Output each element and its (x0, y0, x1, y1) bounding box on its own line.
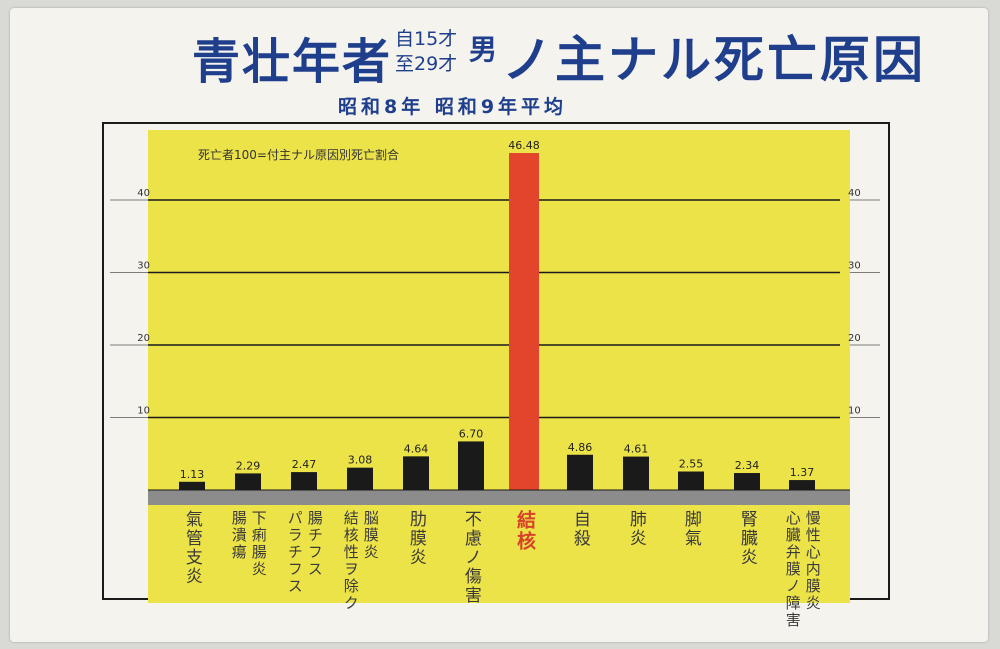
bar (623, 456, 649, 490)
bar-value-label: 2.55 (679, 458, 704, 471)
y-tick-label-right: 30 (848, 261, 861, 272)
y-tick-label-left: 30 (137, 261, 150, 272)
bar (678, 471, 704, 490)
bar (789, 480, 815, 490)
category-label-line2: 慢性心内膜炎 (803, 510, 822, 612)
y-tick-label-right: 10 (848, 406, 861, 417)
bar (347, 467, 373, 490)
age-range-to: 至29才 (395, 53, 458, 75)
title-main-part2: ノ主ナル死亡原因 (502, 31, 926, 89)
bar (291, 472, 317, 490)
category-label: 氣管支炎 (181, 510, 202, 586)
category-label: 肺炎 (625, 510, 646, 548)
y-tick-label-right: 20 (848, 333, 861, 344)
sex-label: 男 (469, 33, 498, 66)
category-label-line2: 下痢腸炎 (249, 510, 268, 578)
y-tick-label-left: 20 (137, 333, 150, 344)
bar-value-label: 2.29 (236, 459, 261, 472)
y-tick-label-right: 40 (848, 188, 861, 199)
category-label: 結核性ヲ除ク (341, 510, 360, 612)
title-main-part1: 青壮年者 (192, 34, 393, 90)
bar (509, 153, 539, 490)
chart-background (148, 130, 850, 603)
baseline-band (148, 490, 850, 505)
category-label: 脚氣 (680, 510, 701, 548)
category-label: 自殺 (569, 510, 590, 548)
chart-title: 死亡者100=付主ナル原因別死亡割合 (198, 148, 399, 162)
category-label: パラチフス (285, 510, 304, 595)
bar-value-label: 6.70 (459, 427, 484, 440)
category-label: 不慮ノ傷害 (460, 510, 481, 605)
bar (235, 473, 261, 490)
category-label-line2: 腸チフス (305, 510, 324, 578)
category-label-line2: 脳膜炎 (361, 510, 380, 561)
bar-value-label: 2.34 (735, 459, 760, 472)
category-label: 腎臓炎 (736, 510, 757, 567)
subtitle: 昭和8年 昭和9年平均 (338, 96, 568, 118)
bar (458, 441, 484, 490)
bar-value-label: 46.48 (508, 139, 540, 152)
age-range-from: 自15才 (395, 28, 458, 50)
bar-value-label: 4.64 (404, 442, 429, 455)
bar-value-label: 3.08 (348, 454, 373, 467)
category-label: 腸潰瘍 (229, 510, 248, 561)
bar (403, 456, 429, 490)
bar-value-label: 1.13 (180, 468, 205, 481)
bar-value-label: 1.37 (790, 466, 815, 479)
bar (734, 473, 760, 490)
bar (567, 454, 593, 490)
category-label: 肋膜炎 (405, 510, 426, 567)
category-label: 結核 (513, 510, 536, 552)
bar (179, 481, 205, 490)
y-tick-label-left: 10 (137, 406, 150, 417)
bar-value-label: 2.47 (292, 458, 317, 471)
category-label: 心臓弁膜ノ障害 (783, 510, 802, 629)
bar-value-label: 4.86 (568, 441, 593, 454)
bar-value-label: 4.61 (624, 443, 649, 456)
y-tick-label-left: 40 (137, 188, 150, 199)
